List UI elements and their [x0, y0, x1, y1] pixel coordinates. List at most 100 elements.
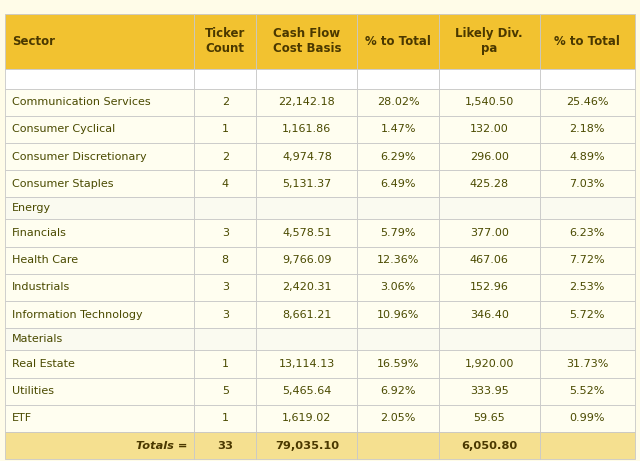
Bar	[6, 14, 195, 69]
Bar	[256, 89, 357, 116]
Bar	[195, 350, 256, 378]
Bar	[357, 432, 439, 459]
Bar	[439, 170, 540, 197]
Bar	[357, 219, 439, 247]
Text: 132.00: 132.00	[470, 124, 509, 134]
Bar	[195, 170, 256, 197]
Bar	[357, 274, 439, 301]
Text: 2: 2	[221, 152, 229, 161]
Bar	[195, 301, 256, 328]
Text: 6,050.80: 6,050.80	[461, 441, 517, 450]
Bar	[357, 247, 439, 274]
Bar	[439, 405, 540, 432]
Text: % to Total: % to Total	[365, 35, 431, 48]
Text: 1,540.50: 1,540.50	[465, 97, 514, 107]
Text: 5.52%: 5.52%	[570, 386, 605, 396]
Bar	[540, 197, 635, 219]
Text: Materials: Materials	[12, 334, 63, 344]
Text: 5,465.64: 5,465.64	[282, 386, 332, 396]
Text: 5,131.37: 5,131.37	[282, 179, 332, 189]
Bar	[540, 432, 635, 459]
Bar	[195, 116, 256, 143]
Bar	[6, 301, 195, 328]
Bar	[439, 350, 540, 378]
Bar	[540, 405, 635, 432]
Bar	[357, 405, 439, 432]
Text: 4: 4	[221, 179, 229, 189]
Bar	[357, 197, 439, 219]
Bar	[439, 378, 540, 405]
Bar	[6, 405, 195, 432]
Bar	[6, 247, 195, 274]
Bar	[6, 378, 195, 405]
Bar	[439, 89, 540, 116]
Bar	[195, 197, 256, 219]
Text: 25.46%: 25.46%	[566, 97, 609, 107]
Bar	[6, 69, 195, 89]
Text: 3: 3	[222, 283, 228, 292]
Bar	[6, 274, 195, 301]
Bar	[256, 301, 357, 328]
Text: Health Care: Health Care	[12, 255, 78, 265]
Text: Cash Flow
Cost Basis: Cash Flow Cost Basis	[273, 27, 341, 55]
Bar	[357, 69, 439, 89]
Text: Consumer Discretionary: Consumer Discretionary	[12, 152, 147, 161]
Bar	[540, 247, 635, 274]
Bar	[439, 14, 540, 69]
Bar	[439, 301, 540, 328]
Text: Information Technology: Information Technology	[12, 310, 143, 319]
Text: 1: 1	[222, 414, 228, 423]
Text: 6.49%: 6.49%	[380, 179, 416, 189]
Bar	[540, 219, 635, 247]
Text: 1: 1	[222, 359, 228, 369]
Bar	[195, 219, 256, 247]
Bar	[357, 328, 439, 350]
Text: 1.47%: 1.47%	[380, 124, 416, 134]
Bar	[195, 405, 256, 432]
Bar	[6, 143, 195, 170]
Bar	[540, 14, 635, 69]
Text: 2: 2	[221, 97, 229, 107]
Text: 1,619.02: 1,619.02	[282, 414, 332, 423]
Bar	[256, 143, 357, 170]
Bar	[357, 116, 439, 143]
Text: 33: 33	[217, 441, 233, 450]
Bar	[195, 328, 256, 350]
Bar	[256, 197, 357, 219]
Bar	[540, 301, 635, 328]
Text: 8,661.21: 8,661.21	[282, 310, 332, 319]
Bar	[256, 432, 357, 459]
Text: 296.00: 296.00	[470, 152, 509, 161]
Bar	[6, 350, 195, 378]
Text: 16.59%: 16.59%	[377, 359, 419, 369]
Text: 13,114.13: 13,114.13	[279, 359, 335, 369]
Text: 2.05%: 2.05%	[380, 414, 416, 423]
Text: 9,766.09: 9,766.09	[282, 255, 332, 265]
Text: 5.79%: 5.79%	[380, 228, 416, 238]
Bar	[6, 328, 195, 350]
Bar	[195, 69, 256, 89]
Text: 12.36%: 12.36%	[377, 255, 419, 265]
Bar	[256, 219, 357, 247]
Text: 6.29%: 6.29%	[380, 152, 416, 161]
Text: % to Total: % to Total	[554, 35, 620, 48]
Text: Real Estate: Real Estate	[12, 359, 75, 369]
Bar	[357, 301, 439, 328]
Bar	[6, 116, 195, 143]
Bar	[439, 274, 540, 301]
Bar	[357, 350, 439, 378]
Text: 346.40: 346.40	[470, 310, 509, 319]
Bar	[195, 247, 256, 274]
Text: 79,035.10: 79,035.10	[275, 441, 339, 450]
Text: 2.53%: 2.53%	[570, 283, 605, 292]
Text: 7.72%: 7.72%	[570, 255, 605, 265]
Bar	[357, 143, 439, 170]
Text: ETF: ETF	[12, 414, 32, 423]
Bar	[256, 116, 357, 143]
Bar	[540, 170, 635, 197]
Text: 1,161.86: 1,161.86	[282, 124, 332, 134]
Bar	[540, 116, 635, 143]
Bar	[195, 378, 256, 405]
Text: Totals =: Totals =	[136, 441, 188, 450]
Text: 28.02%: 28.02%	[377, 97, 419, 107]
